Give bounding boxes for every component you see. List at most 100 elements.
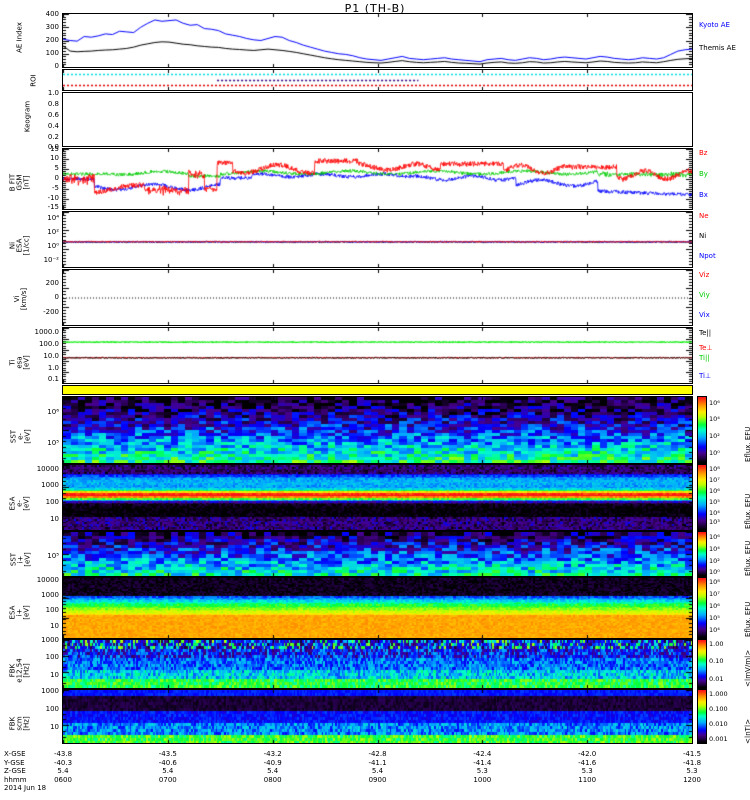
xtick-zgse-1: 5.4 [162,767,174,775]
fbke-ytick-1: 100 [45,653,59,661]
esae-ytick-3: 10 [50,515,59,523]
xtick-zgse-5: 5.3 [581,767,593,775]
ni-ytick-3: 10⁻² [43,256,59,264]
legend-ti-perp: Ti⊥ [699,372,712,380]
cb5-tick-0: 1.000 [709,690,728,698]
cb5-tick-2: 0.010 [709,720,728,728]
panel-ae-index [62,13,693,68]
esai-ytick-0: 10000 [36,576,59,584]
efi-status-bar [62,385,693,395]
fbk-scm-spectrogram [63,690,692,743]
esae-ytick-0: 10000 [36,465,59,473]
ni-ylabel: Ni ESA [1/cc] [8,235,31,256]
xtick-xgse-1: -43.5 [158,750,177,758]
ae-ytick-4: 0 [54,62,59,70]
cb1-title: Eflux, EFU [744,493,750,529]
temperature-traces [63,328,692,383]
sst-electron-spectrogram [63,397,692,463]
ti-ytick-3: 1.0 [47,364,59,372]
panel-sst-ion [62,531,693,577]
ti-ytick-4: 0.1 [47,375,59,383]
velocity-traces [63,270,692,325]
cb0-tick-1: 10⁴ [709,415,720,423]
density-traces [63,212,692,267]
xtick-xgse-3: -42.8 [368,750,387,758]
keo-ytick-3: 0.4 [47,122,59,130]
cb3-tick-3: 10⁵ [709,614,720,622]
fbkscm-ytick-2: 10 [50,723,59,731]
keo-ytick-5: 0.0 [47,143,59,151]
legend-ne: Ne [699,212,709,220]
cb0-tick-3: 10⁰ [709,449,720,457]
cb0-title: Eflux, EFU [744,426,750,462]
esae-ytick-1: 1000 [41,481,59,489]
xtick-ygse-6: -41.8 [682,758,702,767]
bfit-ytick-2: 5 [54,164,59,172]
vi-ytick-0: 200 [45,279,59,287]
sst-ion-spectrogram [63,532,692,576]
cb3-title: Eflux, EFU [744,601,750,637]
legend-vix: Vix [699,311,710,319]
cb3-tick-2: 10⁶ [709,602,720,610]
ssti-ytick-0: 10⁵ [47,552,59,560]
cb4-title: <|mV/m|> [744,649,750,687]
cb1-tick-1: 10⁷ [709,476,720,484]
legend-viy: Viy [699,291,710,299]
sste-ytick-0: 10⁶ [47,408,59,416]
xtick-xgse-4: -42.4 [473,750,492,758]
cb4-tick-0: 1.00 [709,640,724,648]
legend-ti-par: Ti|| [699,354,710,362]
colorbar-sst-ion [697,531,707,577]
panel-ni-density [62,211,693,268]
keo-ytick-4: 0.2 [47,133,59,141]
cb5-title: <|nT|> [744,718,750,744]
panel-vi-velocity [62,269,693,326]
sst-e-ylabel: SST e- [eV] [9,429,32,444]
xaxis-row-label-hhmm: hhmm [4,775,27,784]
legend-by: By [699,170,708,178]
b-field-traces [63,149,692,209]
panel-keogram [62,92,693,147]
cb4-tick-1: 0.10 [709,657,724,665]
panel-esa-ion [62,577,693,639]
cb3-tick-4: 10⁴ [709,626,720,634]
xtick-zgse-0: 5.4 [57,767,69,775]
cb2-tick-3: 10⁰ [709,568,720,576]
xtick-zgse-4: 5.3 [476,767,488,775]
legend-bz: Bz [699,149,708,157]
cb1-tick-5: 10³ [709,518,720,526]
legend-viz: Viz [699,271,710,279]
fbke-ytick-0: 1000 [41,636,59,644]
ti-ytick-0: 1000.0 [34,328,60,336]
ae-ytick-0: 400 [45,10,59,18]
xtick-ygse-4: -41.4 [473,758,492,767]
cb5-tick-3: 0.001 [709,735,728,743]
page-title: P1 (TH-B) [344,2,406,15]
esai-ytick-3: 10 [50,622,59,630]
keo-ytick-2: 0.6 [47,111,59,119]
xaxis-date-label: 2014 Jun 18 [4,784,47,792]
xtick-hhmm-6: 1200 [683,775,701,784]
bfit-ytick-1: 10 [50,154,59,162]
esae-ytick-2: 100 [45,498,59,506]
xtick-ygse-1: -40.6 [158,758,177,767]
legend-npot: Npot [699,252,716,260]
bfit-ytick-4: -5 [52,184,59,192]
xtick-hhmm-3: 0900 [368,775,387,784]
ni-ytick-0: 10⁴ [47,214,59,222]
esai-ytick-1: 1000 [41,591,59,599]
panel-temperature [62,327,693,384]
panel-esa-electron [62,464,693,531]
panel-fbk-efield [62,639,693,689]
colorbar-sst-electron [697,396,707,464]
ti-ytick-2: 10.0 [43,352,59,360]
esai-ytick-2: 100 [45,606,59,614]
xtick-ygse-5: -41.6 [578,758,597,767]
fbk-efield-spectrogram [63,640,692,688]
ni-ytick-2: 10⁰ [47,242,59,250]
bfit-ytick-5: -10 [47,194,59,202]
xaxis-row-label-zgse: Z-GSE [4,767,26,775]
ti-ytick-1: 100.0 [38,340,59,348]
colorbar-esa-ion [697,577,707,639]
